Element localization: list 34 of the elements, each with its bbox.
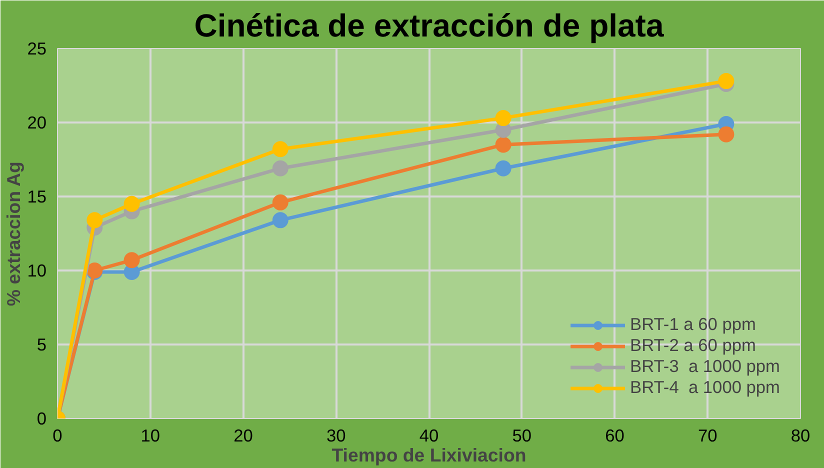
x-tick-label: 70 <box>698 426 718 446</box>
point <box>495 160 512 176</box>
point <box>86 212 103 228</box>
y-tick-label: 5 <box>36 334 47 354</box>
point <box>495 110 512 126</box>
legend-label: BRT-2 a 60 ppm <box>630 335 756 356</box>
x-axis-title: Tiempo de Lixiviacion <box>332 444 526 466</box>
point <box>272 141 288 158</box>
y-tick-label: 15 <box>27 186 47 206</box>
x-tick-label: 40 <box>419 426 439 446</box>
point <box>124 252 140 268</box>
point <box>124 196 140 212</box>
x-tick-label: 20 <box>234 426 253 446</box>
point <box>718 73 734 90</box>
chart-title: Cinética de extracción de plata <box>194 8 664 44</box>
y-tick-label: 20 <box>27 112 47 132</box>
legend-label: BRT-4 a 1000 ppm <box>630 377 780 398</box>
point <box>272 212 288 228</box>
y-tick-label: 25 <box>27 38 47 58</box>
x-tick-label: 80 <box>790 426 810 446</box>
point <box>718 126 734 142</box>
point <box>272 160 288 176</box>
y-axis-title: % extraccion Ag <box>3 162 24 306</box>
x-tick-label: 50 <box>512 426 532 446</box>
y-tick-label: 10 <box>27 260 47 280</box>
x-tick-label: 30 <box>326 426 346 446</box>
x-tick-label: 60 <box>605 426 624 446</box>
legend-label: BRT-1 a 60 ppm <box>630 314 756 335</box>
x-tick-label: 0 <box>52 426 62 446</box>
y-tick-label: 0 <box>36 408 47 428</box>
legend-label: BRT-3 a 1000 ppm <box>630 356 780 377</box>
point <box>272 194 288 210</box>
point <box>495 136 512 153</box>
x-tick-label: 10 <box>140 426 160 446</box>
